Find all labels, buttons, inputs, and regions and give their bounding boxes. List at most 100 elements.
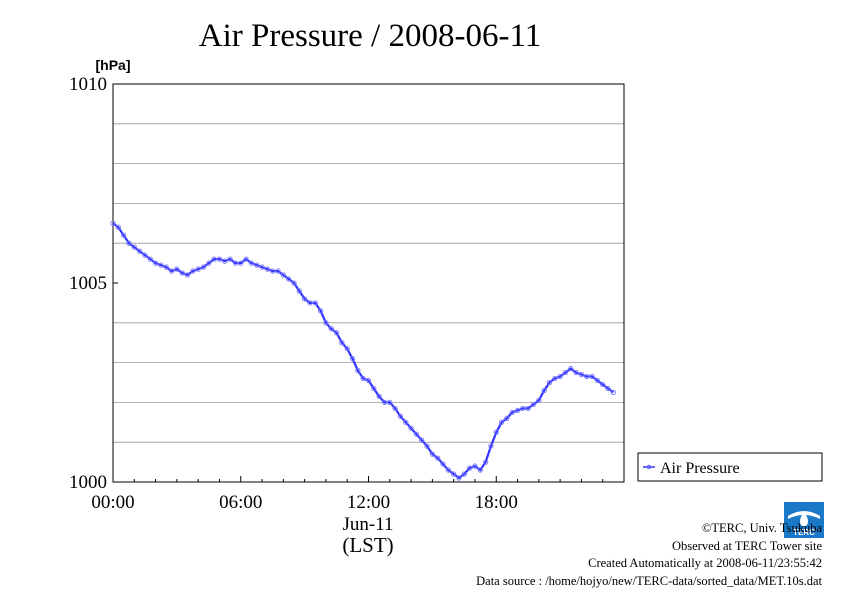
data-point: [291, 280, 297, 286]
data-point: [371, 385, 377, 392]
y-tick-label-1005: 1005: [69, 273, 107, 294]
data-point: [355, 367, 361, 374]
data-point: [163, 264, 169, 270]
data-point: [429, 451, 436, 457]
data-point: [562, 369, 569, 376]
data-point: [568, 365, 574, 372]
legend-label-air-pressure: Air Pressure: [660, 460, 740, 477]
data-point: [152, 260, 159, 266]
data-point: [472, 463, 478, 469]
data-point: [307, 300, 313, 306]
terc-logo: TERC: [784, 502, 824, 538]
data-point: [541, 387, 547, 394]
data-point: [136, 248, 143, 254]
data-point: [381, 399, 388, 406]
data-point: [493, 429, 499, 435]
data-point: [339, 340, 345, 346]
data-point: [419, 437, 425, 443]
data-point: [403, 419, 409, 425]
data-point: [456, 475, 462, 481]
data-point: [589, 373, 595, 380]
data-point: [509, 409, 515, 415]
x-tick-label-0000: 00:00: [91, 492, 134, 513]
copyright-text: ©TERC, Univ. Tsukuba: [701, 521, 822, 535]
logo-text: TERC: [793, 528, 815, 537]
data-point: [445, 467, 451, 473]
data-point: [328, 326, 334, 332]
data-point: [482, 459, 489, 465]
data-point: [120, 232, 127, 238]
data-point: [514, 407, 521, 414]
data-point: [530, 401, 537, 408]
data-point: [270, 268, 276, 274]
data-point: [243, 256, 249, 262]
data-point: [206, 260, 212, 266]
data-point: [397, 413, 404, 419]
data-point: [413, 431, 420, 437]
data-point: [126, 240, 132, 246]
data-point: [546, 379, 553, 386]
created-text: Created Automatically at 2008-06-11/23:5…: [588, 556, 822, 570]
x-ticks: 00:00 06:00 12:00 18:00: [91, 476, 604, 513]
data-point: [317, 308, 324, 314]
chart-title: Air Pressure / 2008-06-11: [199, 18, 541, 54]
data-point: [520, 405, 526, 412]
data-point: [174, 266, 180, 272]
y-ticks: 1000 1005 1010: [69, 74, 118, 493]
data-point: [498, 419, 505, 425]
data-point: [195, 266, 201, 272]
data-point: [179, 270, 185, 276]
data-point: [264, 266, 271, 272]
data-point: [461, 471, 467, 477]
data-point: [504, 415, 510, 421]
y-axis-unit: [hPa]: [96, 57, 131, 73]
data-point: [142, 252, 148, 258]
data-point: [296, 288, 302, 294]
data-point: [200, 264, 207, 270]
data-point: [600, 381, 606, 388]
data-point: [254, 262, 260, 268]
x-axis-timezone-label: (LST): [342, 533, 393, 557]
data-point: [286, 276, 292, 282]
data-point: [216, 256, 223, 262]
plot-area: 1000 1005 1010 00:00 06:00 12:00 18:00: [69, 74, 625, 513]
data-point: [376, 393, 382, 400]
grid-lines: [113, 123, 624, 443]
data-point: [365, 377, 372, 384]
data-point: [131, 244, 137, 250]
data-point: [488, 443, 494, 449]
data-point: [259, 264, 265, 270]
data-point: [573, 369, 579, 376]
data-point: [440, 461, 446, 467]
data-point: [557, 373, 563, 380]
y-tick-label-1000: 1000: [69, 472, 107, 493]
data-point: [333, 330, 340, 336]
x-tick-label-1800: 18:00: [475, 492, 518, 513]
data-point: [435, 455, 441, 461]
data-point: [408, 425, 414, 431]
data-point: [238, 260, 244, 266]
data-point: [147, 256, 153, 262]
data-point: [211, 256, 217, 262]
observed-text: Observed at TERC Tower site: [671, 538, 822, 553]
data-point: [360, 375, 366, 382]
x-tick-label-0600: 06:00: [219, 492, 262, 513]
plot-frame: [112, 83, 625, 483]
data-point: [466, 465, 473, 471]
data-point: [552, 375, 558, 382]
data-point: [227, 256, 233, 262]
data-point: [323, 320, 329, 326]
series-line-air-pressure: [112, 222, 615, 480]
data-point: [232, 260, 239, 266]
data-point: [387, 399, 393, 406]
credits: ©TERC, Univ. Tsukuba Observed at TERC To…: [476, 520, 822, 590]
x-tick-label-1200: 12:00: [347, 492, 390, 513]
data-point: [115, 224, 121, 230]
data-point: [110, 220, 116, 226]
data-point: [158, 262, 164, 268]
legend-box: [637, 452, 823, 482]
data-point: [610, 389, 617, 396]
data-point: [349, 355, 356, 362]
data-point: [525, 405, 531, 412]
